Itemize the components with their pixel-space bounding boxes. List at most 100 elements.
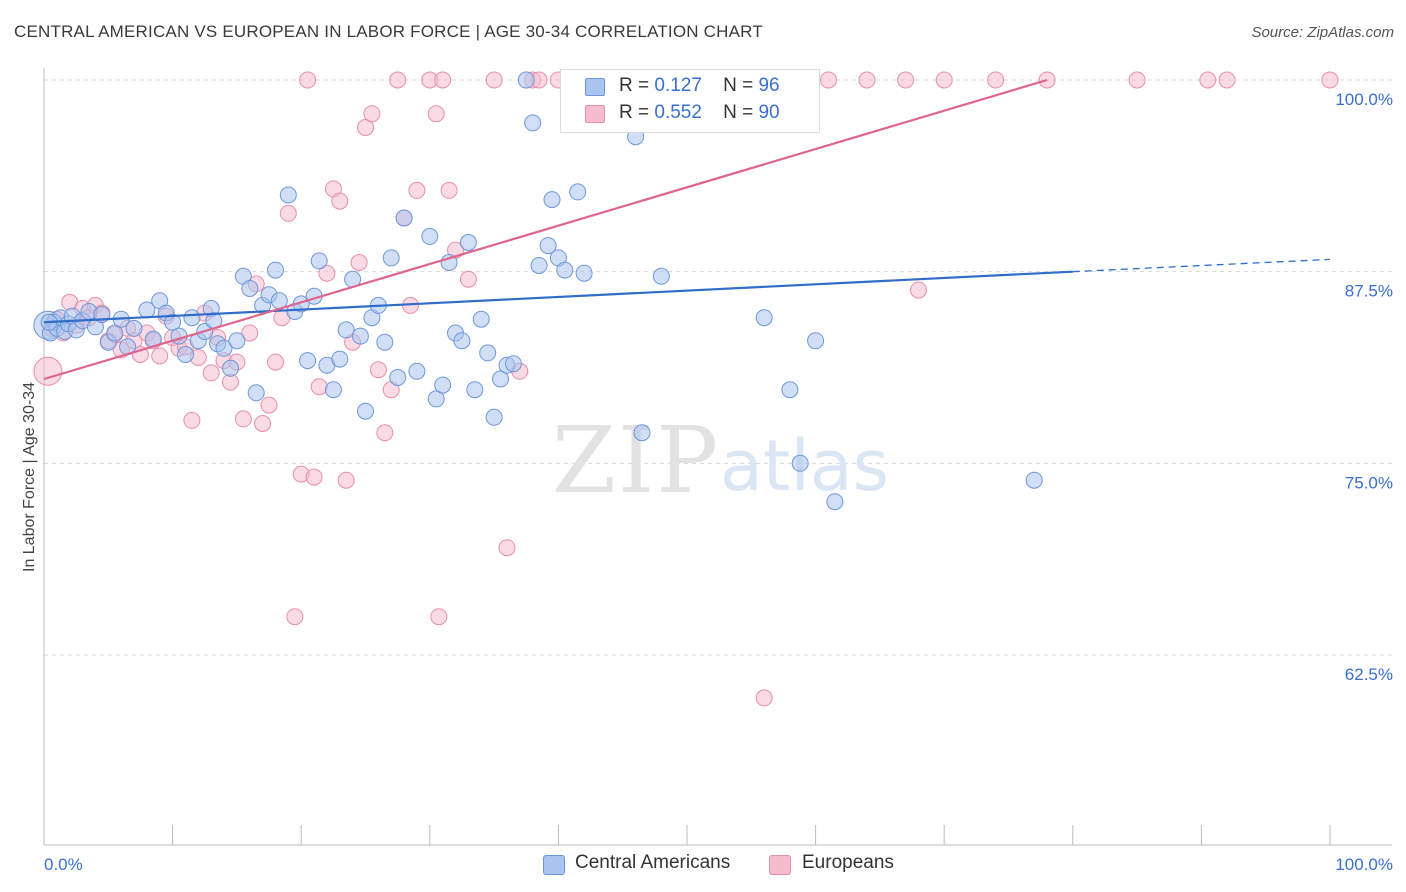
axis-layer: [43, 68, 1392, 846]
data-point: [254, 415, 272, 432]
data-point: [430, 608, 448, 626]
europeans-points: [33, 71, 1339, 707]
data-point: [33, 356, 63, 386]
grid-layer: [44, 79, 1392, 656]
data-point: [279, 186, 297, 204]
data-point: [1038, 71, 1056, 89]
data-point: [935, 71, 953, 89]
data-point: [247, 384, 265, 402]
y-tick-label: 75.0%: [1345, 473, 1393, 492]
data-point: [492, 370, 509, 388]
data-point: [1025, 471, 1043, 489]
data-point: [369, 361, 387, 379]
trendline-europeans: [43, 78, 1048, 381]
data-point: [267, 261, 284, 279]
data-point: [1321, 71, 1339, 89]
legend-n-value: 90: [758, 102, 780, 123]
data-point: [453, 332, 471, 350]
data-point: [575, 264, 593, 282]
data-point: [215, 339, 233, 357]
legend-r-label: R =: [619, 102, 650, 123]
data-point: [820, 71, 837, 89]
legend-n-label: N =: [723, 102, 754, 123]
data-point: [755, 689, 773, 707]
legend-r-value: 0.127: [654, 75, 702, 96]
data-point: [279, 204, 297, 222]
data-point: [228, 332, 246, 350]
data-point: [234, 410, 252, 428]
data-point: [434, 376, 452, 394]
trendline-central-americans: [43, 270, 1073, 324]
data-point: [1199, 71, 1217, 89]
data-point: [556, 261, 574, 279]
central-americans-points: [33, 71, 1043, 511]
legend-n-label: N =: [723, 75, 754, 96]
data-point: [324, 381, 342, 399]
data-point: [241, 280, 259, 297]
data-point: [310, 252, 328, 270]
data-point: [299, 71, 317, 89]
bottom-legend-label: Central Americans: [575, 852, 731, 873]
data-point: [897, 71, 915, 89]
data-point: [202, 364, 220, 382]
tick-label-layer: 62.5% 75.0% 87.5% 100.0% 0.0% 100.0%: [44, 90, 1393, 874]
data-point: [421, 227, 439, 245]
data-point: [781, 381, 799, 399]
data-point: [408, 181, 426, 199]
data-point: [530, 257, 548, 274]
data-point: [331, 192, 349, 210]
data-point: [479, 344, 497, 362]
data-point: [807, 332, 825, 350]
data-point: [395, 209, 413, 227]
legend-r-value: 0.552: [654, 102, 702, 123]
data-point: [222, 359, 239, 377]
data-point: [517, 71, 535, 89]
data-point: [987, 71, 1005, 89]
data-point: [459, 234, 477, 251]
data-point: [376, 424, 394, 442]
data-point: [260, 396, 278, 414]
y-axis-label: In Labor Force | Age 30-34: [21, 381, 38, 572]
y-tick-label: 87.5%: [1345, 282, 1393, 301]
data-point: [357, 119, 374, 136]
data-point: [434, 71, 452, 89]
data-point: [633, 424, 651, 442]
data-point: [472, 310, 490, 328]
data-point: [318, 264, 336, 282]
data-point: [389, 369, 407, 386]
data-point: [910, 281, 927, 299]
data-point: [543, 191, 561, 209]
data-point: [459, 270, 477, 288]
data-point: [286, 608, 304, 626]
chart-title: CENTRAL AMERICAN VS EUROPEAN IN LABOR FO…: [14, 22, 763, 41]
data-point: [427, 390, 445, 408]
data-point: [177, 346, 194, 363]
data-point: [539, 237, 557, 255]
watermark-zip: ZIP: [552, 407, 720, 514]
data-point: [524, 114, 542, 132]
data-point: [267, 353, 284, 371]
data-point: [427, 105, 445, 123]
bottom-legend-swatch-pink: [769, 855, 791, 875]
data-point: [305, 468, 323, 486]
data-point: [498, 539, 516, 557]
data-point: [310, 378, 328, 396]
legend-swatch-blue: [585, 78, 605, 96]
legend-r-label: R =: [619, 75, 650, 96]
data-point: [1218, 71, 1236, 89]
data-point: [337, 471, 355, 489]
data-point: [440, 181, 458, 199]
data-point: [331, 350, 349, 368]
data-point: [755, 309, 773, 327]
data-point: [1128, 71, 1146, 89]
y-axis-label-wrap: In Labor Force | Age 30-34: [18, 250, 42, 580]
data-point: [389, 71, 407, 89]
bottom-legend-label: Europeans: [802, 852, 894, 873]
data-point: [241, 324, 259, 342]
legend-n-value: 96: [758, 75, 780, 96]
data-point: [164, 313, 182, 331]
data-point: [376, 333, 394, 351]
data-point: [351, 327, 369, 345]
data-point: [791, 454, 809, 472]
